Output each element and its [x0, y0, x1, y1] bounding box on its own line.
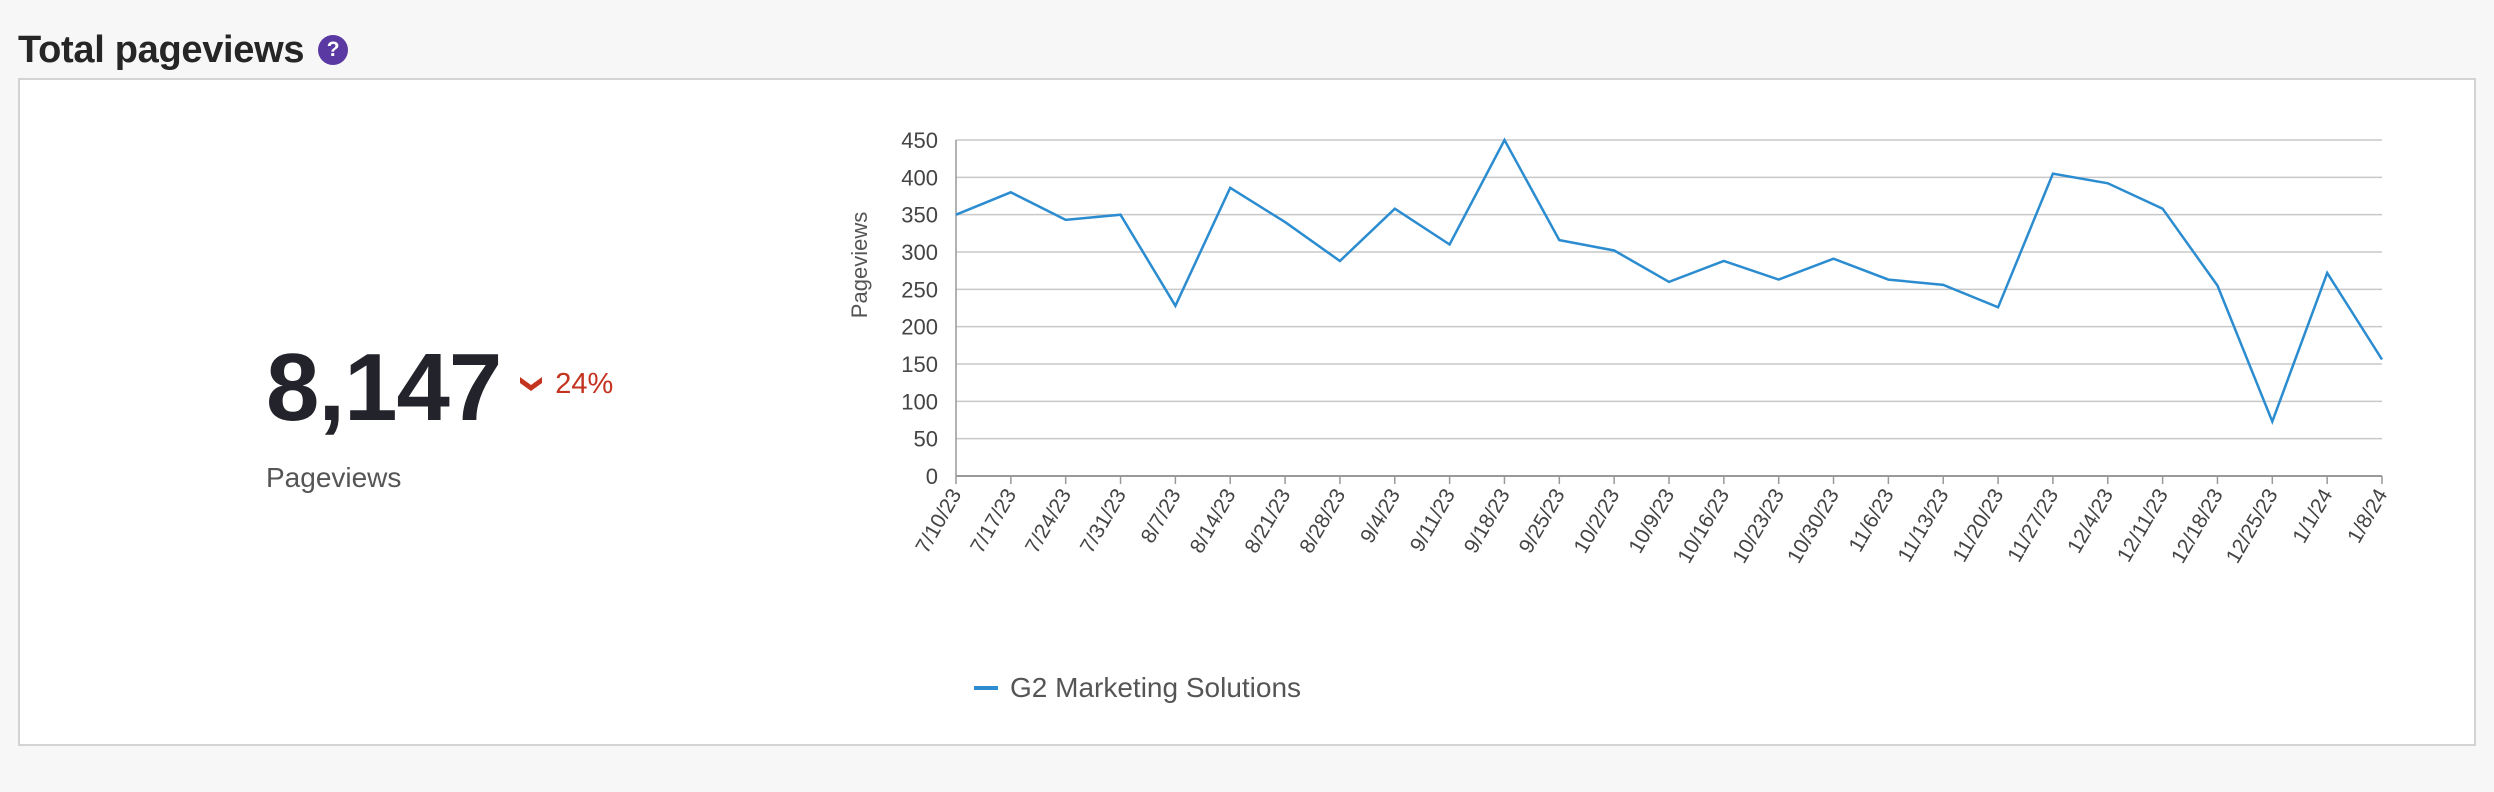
x-tick-label: 7/10/23 [911, 485, 966, 557]
data-point[interactable] [1936, 278, 1950, 292]
data-point[interactable] [1223, 181, 1237, 195]
widget-header: Total pageviews ? [18, 22, 349, 78]
y-axis-label: Pageviews [847, 212, 872, 318]
y-tick-label: 50 [914, 427, 938, 452]
data-point[interactable] [1827, 252, 1841, 266]
data-point[interactable] [2156, 202, 2170, 216]
chart-svg: 0 50 100 150 200 250 300 350 400 450 7/10/23 7/17/… [847, 128, 2392, 567]
data-point[interactable] [1059, 213, 1073, 227]
widget-title: Total pageviews [18, 28, 305, 71]
x-tick-label: 11/20/23 [1948, 485, 2008, 566]
y-tick-label: 450 [901, 128, 938, 153]
data-point[interactable] [2210, 279, 2224, 293]
x-tick-label: 9/25/23 [1515, 485, 1570, 557]
data-point[interactable] [1333, 254, 1347, 268]
y-tick-label: 250 [901, 277, 938, 302]
x-tick-label: 10/30/23 [1783, 485, 1844, 567]
y-tick-label: 0 [926, 464, 938, 489]
kpi-summary: 8,147 24% Pageviews [266, 340, 613, 494]
y-tick-label: 350 [901, 203, 938, 228]
data-point[interactable] [2320, 266, 2334, 280]
x-tick-label: 12/25/23 [2222, 485, 2283, 567]
x-tick-label: 1/8/24 [2343, 485, 2392, 547]
x-tick-label: 8/21/23 [1240, 485, 1295, 557]
y-tick-label: 150 [901, 352, 938, 377]
data-point[interactable] [2375, 353, 2389, 367]
question-mark-icon[interactable]: ? [318, 35, 349, 65]
x-tick-label: 8/28/23 [1295, 485, 1350, 557]
x-tick-label: 12/18/23 [2167, 485, 2228, 567]
legend-label: G2 Marketing Solutions [1010, 672, 1302, 703]
x-tick-label: 10/9/23 [1624, 485, 1679, 557]
x-tick-label: 9/4/23 [1356, 485, 1405, 547]
data-point[interactable] [1443, 238, 1457, 252]
data-point[interactable] [2101, 176, 2115, 190]
legend-swatch [974, 686, 998, 690]
x-tick-label: 11/6/23 [1845, 485, 1899, 556]
data-point[interactable] [1114, 208, 1128, 222]
data-point[interactable] [1881, 273, 1895, 287]
x-tick-label: 7/17/23 [966, 485, 1021, 557]
x-tick-label: 10/23/23 [1728, 485, 1789, 567]
data-point[interactable] [1717, 254, 1731, 268]
y-tick-label: 100 [901, 389, 938, 414]
x-tick-label: 7/31/23 [1076, 485, 1131, 557]
data-point[interactable] [1004, 185, 1018, 199]
data-point[interactable] [1388, 202, 1402, 216]
data-point[interactable] [949, 208, 963, 222]
x-tick-label: 10/16/23 [1673, 485, 1734, 567]
data-point[interactable] [2265, 414, 2279, 428]
x-tick-label: 8/14/23 [1186, 485, 1241, 557]
kpi-change: 24% [519, 368, 613, 401]
kpi-change-value: 24% [555, 367, 614, 400]
x-tick-label: 11/27/23 [2003, 485, 2063, 566]
data-point[interactable] [1552, 233, 1566, 247]
x-tick-label: 1/1/24 [2288, 485, 2337, 547]
x-tick-label: 9/11/23 [1406, 485, 1460, 556]
x-tick-label: 8/7/23 [1137, 485, 1186, 547]
series-line[interactable] [955, 137, 2384, 425]
x-tick-label: 11/13/23 [1894, 485, 1954, 566]
kpi-row: 8,147 24% [266, 340, 613, 436]
kpi-value: 8,147 [266, 334, 502, 441]
data-point[interactable] [2046, 167, 2060, 181]
x-tick-label: 9/18/23 [1460, 485, 1515, 557]
pageviews-card: 8,147 24% Pageviews [18, 78, 2476, 746]
y-tick-label: 300 [901, 240, 938, 265]
chevron-down-icon [520, 377, 543, 391]
x-tick-label: 12/4/23 [2063, 485, 2118, 557]
data-point[interactable] [1168, 299, 1182, 313]
x-tick-label: 12/11/23 [2113, 485, 2173, 566]
chart-legend[interactable]: G2 Marketing Solutions [974, 672, 1301, 704]
x-tick-label: 7/24/23 [1021, 485, 1076, 557]
x-tick-label: 10/2/23 [1570, 485, 1625, 557]
y-tick-label: 400 [901, 165, 938, 190]
kpi-label: Pageviews [266, 462, 402, 493]
data-point[interactable] [1662, 275, 1676, 289]
line-chart: 0 50 100 150 200 250 300 350 400 450 7/10/23 7/17/… [830, 110, 2430, 630]
y-tick-label: 200 [901, 315, 938, 340]
data-point[interactable] [1497, 133, 1511, 147]
data-point[interactable] [1607, 244, 1621, 258]
data-point[interactable] [1278, 215, 1292, 229]
data-point[interactable] [1772, 273, 1786, 287]
data-point[interactable] [1991, 300, 2005, 314]
